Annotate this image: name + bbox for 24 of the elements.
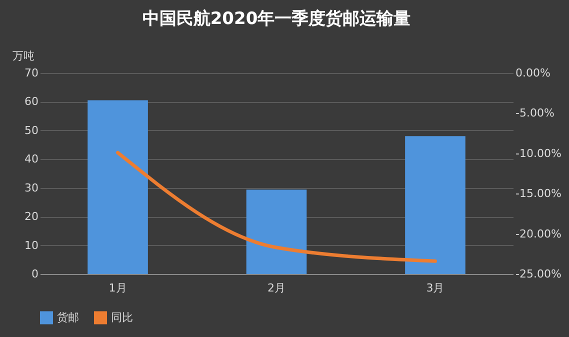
legend-label: 货邮 xyxy=(57,310,79,324)
y-tick-label: 40 xyxy=(24,152,38,166)
y2-tick-label: 0.00% xyxy=(516,66,550,80)
y2-tick-label: -5.00% xyxy=(516,106,554,120)
y-axis-title: 万吨 xyxy=(12,50,34,62)
y-tick-label: 20 xyxy=(24,210,38,224)
bar xyxy=(246,190,307,274)
chart-title: 中国民航2020年一季度货邮运输量 xyxy=(142,9,411,29)
y-tick-label: 30 xyxy=(24,181,38,194)
y-tick-label: 50 xyxy=(24,124,38,137)
y-tick-label: 10 xyxy=(24,238,38,252)
y-tick-label: 60 xyxy=(24,95,38,108)
y-tick-label: 70 xyxy=(24,66,38,80)
y2-tick-label: -15.00% xyxy=(516,187,562,200)
x-tick-label: 2月 xyxy=(268,282,286,294)
legend-label: 同比 xyxy=(111,310,133,324)
bar xyxy=(405,136,466,274)
y2-tick-label: -20.00% xyxy=(516,227,562,240)
y2-tick-label: -25.00% xyxy=(516,268,562,280)
y-tick-label: 0 xyxy=(32,268,38,280)
x-tick-label: 3月 xyxy=(426,282,444,294)
bar xyxy=(88,100,148,274)
y2-tick-label: -10.00% xyxy=(516,146,562,160)
x-tick-label: 1月 xyxy=(108,282,127,294)
